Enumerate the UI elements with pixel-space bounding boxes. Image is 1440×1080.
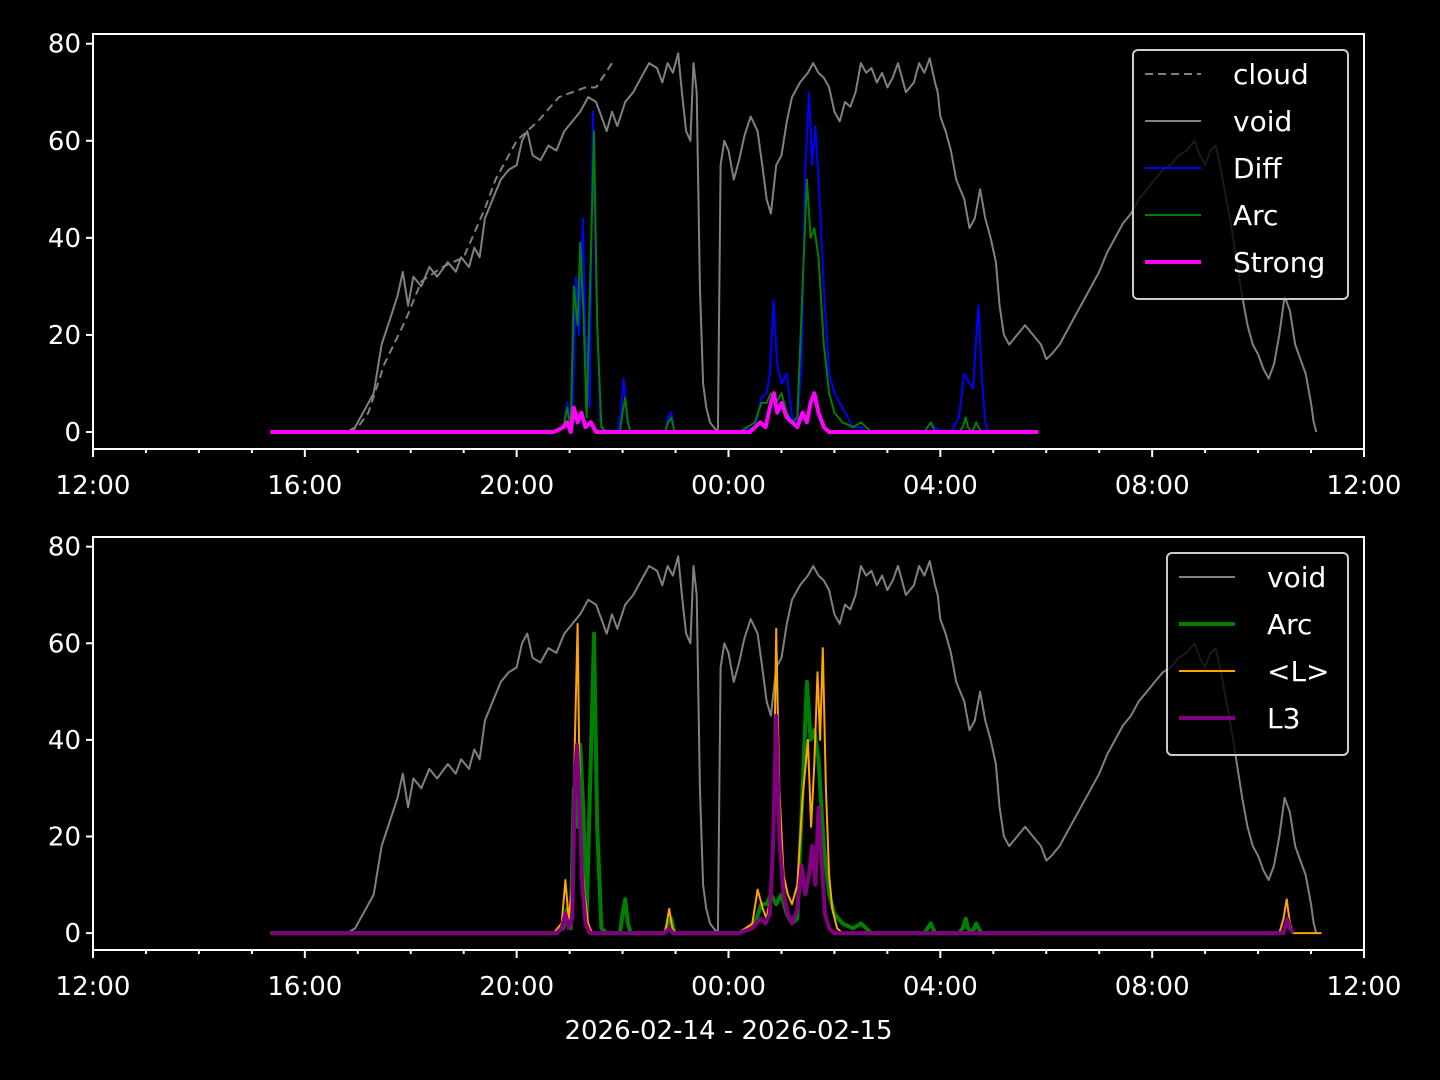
x-axis-label: 2026-02-14 - 2026-02-15: [564, 1016, 892, 1046]
x-tick-label: 04:00: [903, 471, 978, 501]
legend-label-l3: L3: [1267, 702, 1300, 735]
x-tick-label: 08:00: [1115, 471, 1190, 501]
y-tick-label: 80: [48, 30, 81, 60]
y-tick-label: 80: [48, 533, 81, 563]
legend-label-l: <L>: [1267, 655, 1330, 688]
legend-label-arc: Arc: [1233, 199, 1278, 232]
x-tick-label: 12:00: [56, 972, 131, 1002]
x-tick-label: 08:00: [1115, 972, 1190, 1002]
x-tick-label: 12:00: [56, 471, 131, 501]
chart-panel-2: 0 20 40 60 80 12:00 16:00 20:00 00:00 04:00 08:00 1…: [48, 533, 1402, 1046]
legend-label-arc: Arc: [1267, 608, 1312, 641]
x-tick-label: 12:00: [1327, 972, 1402, 1002]
series-line-cloud: [270, 62, 613, 433]
y-tick-label: 40: [48, 224, 81, 254]
y-tick-label: 20: [48, 321, 81, 351]
legend-box: [1166, 552, 1349, 756]
x-tick-label: 20:00: [479, 471, 554, 501]
x-tick-label: 00:00: [691, 972, 766, 1002]
y-tick-label: 60: [48, 127, 81, 157]
y-tick-label: 20: [48, 822, 81, 852]
x-tick-label: 20:00: [479, 972, 554, 1002]
x-tick-label: 04:00: [903, 972, 978, 1002]
legend-label-cloud: cloud: [1233, 58, 1309, 91]
y-tick-label: 40: [48, 726, 81, 756]
legend-label-diff: Diff: [1233, 152, 1282, 185]
series-line-arc: [270, 631, 1039, 936]
x-tick-label: 16:00: [267, 972, 342, 1002]
x-tick-label: 00:00: [691, 471, 766, 501]
x-tick-label: 12:00: [1327, 471, 1402, 501]
y-tick-label: 60: [48, 629, 81, 659]
legend-box: [1132, 49, 1349, 300]
legend-label-strong: Strong: [1233, 246, 1325, 279]
x-tick-label: 16:00: [267, 471, 342, 501]
legend: cloud void Diff Arc Strong: [1132, 49, 1349, 300]
legend-label-void: void: [1267, 561, 1326, 594]
legend: void Arc <L> L3: [1166, 552, 1349, 756]
series-line-l3: [270, 713, 1295, 936]
legend-label-void: void: [1233, 105, 1292, 138]
chart-panel-1: 0 20 40 60 80 12:00 16:00 20:00 00:00 04:00 08:00 1…: [48, 30, 1402, 501]
y-tick-label: 0: [64, 418, 81, 448]
y-tick-label: 0: [64, 919, 81, 949]
series-line-strong: [270, 391, 1039, 434]
